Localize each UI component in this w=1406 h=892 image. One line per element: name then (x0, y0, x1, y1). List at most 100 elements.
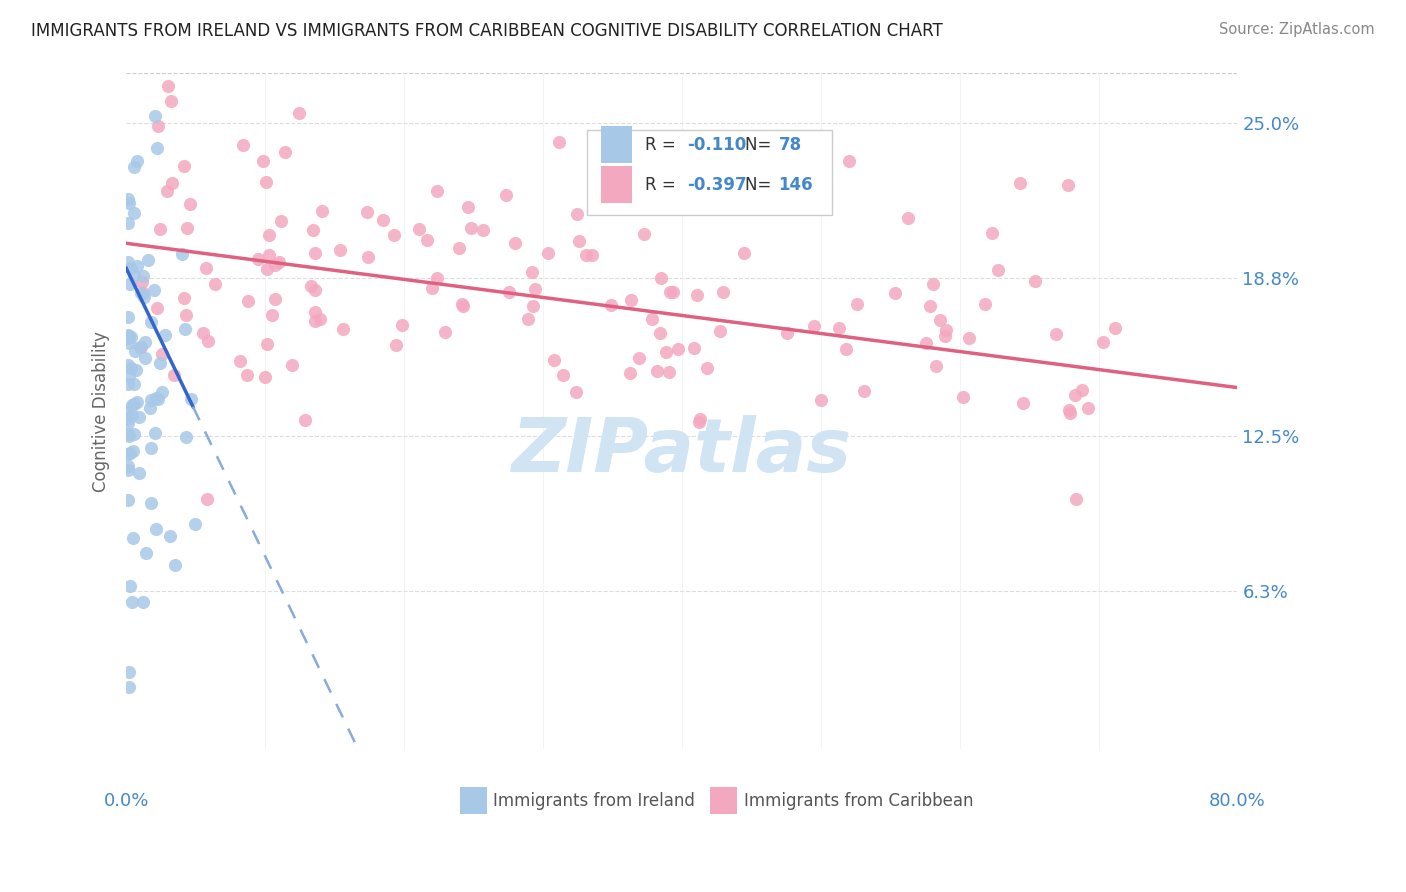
Point (179, 197, 201, 211)
Point (160, 94, 183, 108)
Point (118, 680, 141, 694)
Point (897, 211, 920, 226)
Point (426, 184, 449, 198)
Point (174, 430, 197, 444)
Point (143, 109, 166, 123)
Point (117, 426, 139, 441)
Point (125, 395, 148, 409)
Point (195, 491, 218, 506)
Point (257, 228, 280, 243)
Point (547, 135, 569, 149)
Point (145, 425, 167, 440)
Point (134, 351, 156, 365)
Point (159, 529, 181, 543)
Point (236, 368, 259, 383)
Point (122, 160, 145, 174)
Point (117, 459, 139, 474)
FancyBboxPatch shape (600, 166, 631, 203)
Point (299, 278, 322, 293)
Point (460, 221, 482, 235)
Point (118, 429, 141, 443)
Point (987, 263, 1010, 277)
Point (125, 363, 148, 377)
Point (263, 293, 285, 307)
Point (309, 312, 332, 326)
Point (925, 359, 948, 374)
Point (260, 309, 283, 323)
Point (581, 248, 603, 262)
Point (120, 330, 142, 344)
Point (1045, 327, 1067, 342)
Point (173, 322, 195, 336)
Point (124, 344, 146, 359)
Point (449, 241, 471, 255)
Text: 78: 78 (779, 136, 801, 154)
Point (329, 243, 352, 257)
Point (247, 252, 270, 266)
Point (668, 342, 690, 356)
Point (633, 227, 655, 241)
Text: ZIPatlas: ZIPatlas (512, 415, 852, 488)
Point (121, 408, 143, 422)
Point (232, 137, 254, 152)
FancyBboxPatch shape (710, 787, 738, 814)
Point (922, 277, 945, 292)
Point (236, 293, 259, 308)
Point (1010, 176, 1032, 190)
Point (304, 246, 326, 260)
Point (846, 297, 869, 311)
Point (150, 384, 173, 399)
Point (503, 236, 526, 251)
Point (709, 324, 731, 338)
Point (120, 261, 142, 276)
Point (373, 213, 395, 227)
Point (149, 221, 172, 235)
Point (433, 325, 456, 339)
Point (120, 360, 142, 375)
Point (288, 105, 311, 120)
Point (257, 248, 280, 262)
Point (853, 384, 876, 399)
Point (301, 223, 323, 237)
Point (686, 288, 709, 302)
Point (973, 296, 995, 310)
Point (420, 281, 443, 295)
Point (156, 78, 179, 93)
Point (522, 299, 544, 313)
Point (138, 401, 160, 416)
Point (117, 403, 139, 417)
Point (122, 397, 145, 411)
Point (118, 335, 141, 350)
Point (122, 206, 145, 220)
Point (117, 216, 139, 230)
Point (620, 293, 643, 308)
Point (332, 322, 354, 336)
Point (304, 283, 326, 297)
Point (127, 259, 149, 273)
Point (304, 304, 326, 318)
Point (716, 197, 738, 211)
Point (543, 352, 565, 367)
Point (254, 175, 277, 189)
Point (776, 326, 799, 341)
Point (117, 412, 139, 426)
Point (131, 595, 153, 609)
Point (689, 411, 711, 425)
Text: 80.0%: 80.0% (1209, 792, 1265, 810)
Point (357, 250, 380, 264)
Point (129, 340, 152, 354)
Point (136, 253, 159, 268)
Point (537, 246, 560, 260)
Point (156, 184, 179, 198)
Point (574, 247, 596, 261)
Point (148, 392, 170, 406)
Point (163, 558, 186, 573)
Point (733, 245, 755, 260)
Point (920, 299, 942, 313)
Point (180, 392, 202, 406)
Point (145, 391, 167, 405)
Point (117, 192, 139, 206)
Point (1012, 395, 1035, 409)
Point (650, 271, 672, 285)
Point (884, 286, 907, 301)
